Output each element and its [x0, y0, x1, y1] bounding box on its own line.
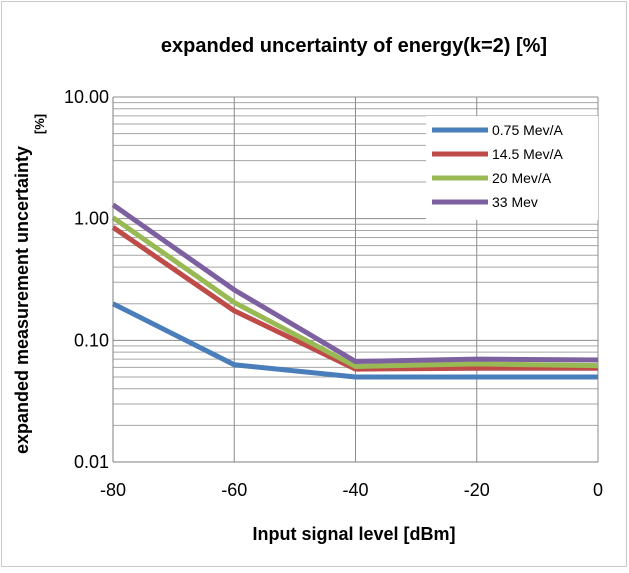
- y-tick-label: 1.00: [74, 209, 109, 229]
- x-tick-label: -80: [100, 480, 126, 500]
- axes: 0.01 0.10 1.00 10.00 -80 -60 -40 -20 0: [64, 87, 603, 500]
- x-axis-title: Input signal level [dBm]: [252, 524, 455, 544]
- legend: 0.75 Mev/A 14.5 Mev/A 20 Mev/A 33 Mev: [426, 116, 598, 220]
- series-line: [111, 301, 598, 380]
- legend-label: 20 Mev/A: [492, 170, 552, 186]
- y-tick-label: 0.10: [74, 330, 109, 350]
- series-line: [111, 215, 599, 369]
- y-axis-unit: [%]: [32, 114, 47, 134]
- series-line: [111, 202, 599, 364]
- series-line: [111, 225, 598, 372]
- chart-title: expanded uncertainty of energy(k=2) [%]: [161, 35, 547, 57]
- x-tick-label: -20: [464, 480, 490, 500]
- series-lines: [111, 202, 599, 380]
- y-tick-label: 0.01: [74, 452, 109, 472]
- y-tick-label: 10.00: [64, 87, 109, 107]
- x-tick-label: -60: [221, 480, 247, 500]
- legend-label: 14.5 Mev/A: [492, 146, 563, 162]
- legend-label: 0.75 Mev/A: [492, 122, 563, 138]
- x-tick-label: -40: [342, 480, 368, 500]
- x-tick-label: 0: [593, 480, 603, 500]
- legend-label: 33 Mev: [492, 194, 538, 210]
- y-axis-title: expanded measurement uncertainty: [12, 146, 32, 454]
